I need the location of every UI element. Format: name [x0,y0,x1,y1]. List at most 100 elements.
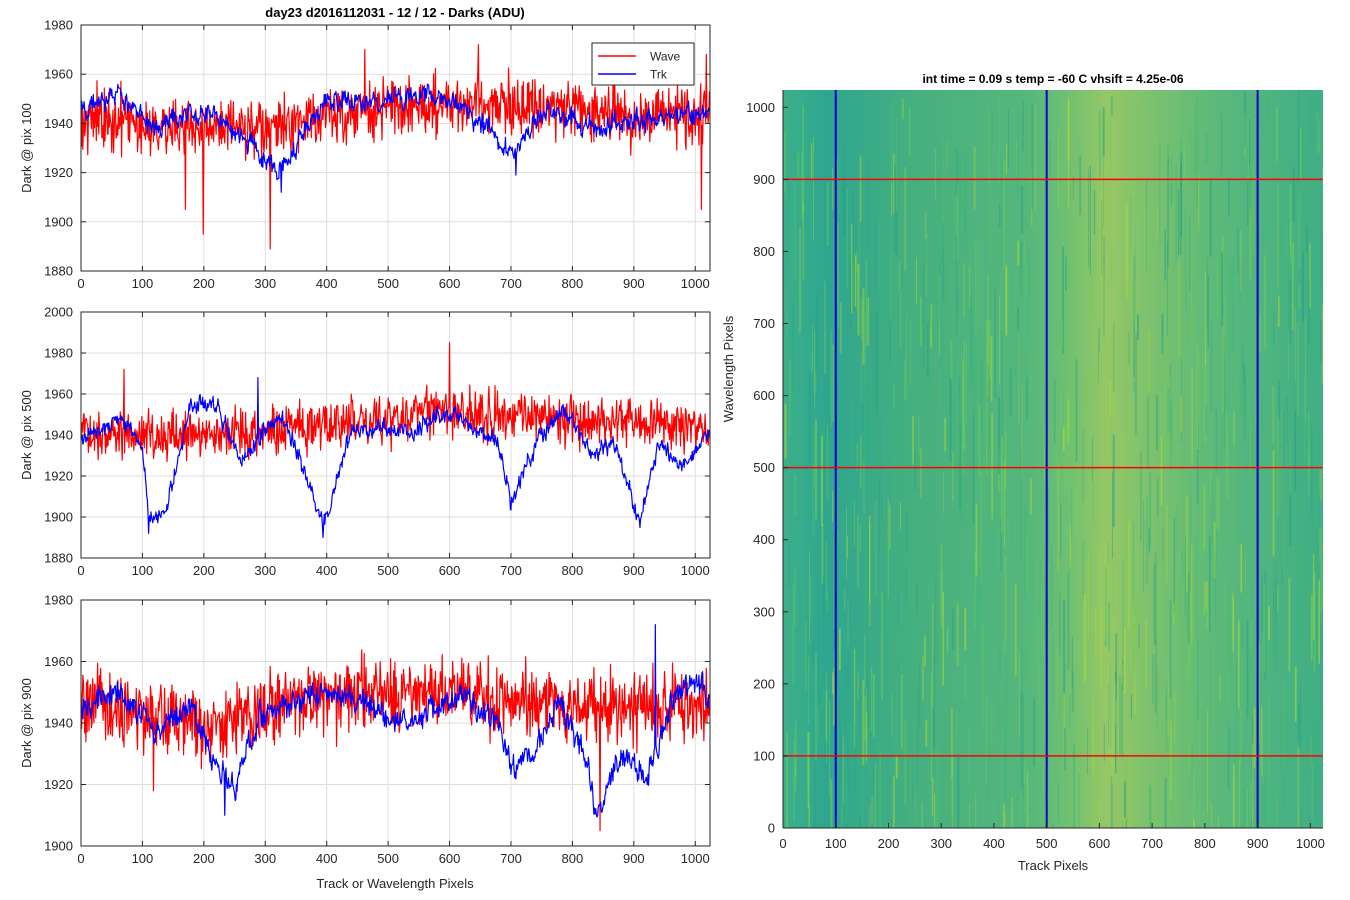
axes-dark-pix-100: 0 100 200 300 400 500 600 700 800 900 1000 1880 1900… [19,18,711,291]
heatmap-streak [1173,603,1176,625]
heatmap-streak [1133,618,1136,671]
heatmap-streak [893,382,895,409]
heatmap-streak [861,352,864,433]
heatmap-streak [856,444,858,471]
heatmap-streak [975,793,977,828]
y-tick-label: 1920 [44,165,73,180]
heatmap-streak [929,291,932,330]
heatmap-streak [1236,663,1238,724]
heatmap-streak [844,144,846,240]
heatmap-streak [896,398,898,497]
heatmap-streak [1169,600,1172,699]
heatmap-streak [1197,638,1199,721]
heatmap-streak [986,321,989,397]
heatmap-streak [810,143,813,180]
heatmap-streak [925,814,926,828]
heatmap-streak [1159,140,1161,245]
heatmap-streak [926,322,929,378]
heatmap-streak [1009,790,1011,814]
heatmap-streak [792,585,794,685]
heatmap-x-tick-label: 900 [1247,836,1269,851]
heatmap-streak [1061,318,1064,347]
heatmap-streak [987,274,989,366]
heatmap-streak [956,184,959,261]
heatmap-streak [1185,279,1187,311]
heatmap-streak [1007,515,1009,547]
heatmap-streak [1022,759,1024,785]
heatmap-streak [854,500,855,547]
heatmap-streak [1054,380,1056,445]
heatmap-streak [866,688,867,764]
heatmap-streak [1222,315,1224,412]
heatmap-streak [1281,194,1283,250]
heatmap-streak [808,657,810,726]
heatmap-streak [1063,388,1064,425]
heatmap-streak [859,156,862,223]
heatmap-streak [855,251,858,272]
heatmap-streak [802,202,804,280]
heatmap-streak [1213,641,1215,733]
heatmap-x-tick-label: 700 [1141,836,1163,851]
heatmap-streak [1209,535,1211,632]
heatmap-streak [1249,156,1251,220]
heatmap-streak [1304,374,1306,455]
heatmap-streak [980,469,982,580]
heatmap-streak [826,424,829,500]
heatmap-y-tick-label: 1000 [746,100,775,115]
heatmap-streak [795,721,797,777]
heatmap-streak [807,732,810,788]
heatmap-streak [1204,809,1206,828]
heatmap-streak [974,551,977,628]
heatmap-streak [990,336,993,402]
heatmap-streak [1062,163,1064,241]
heatmap-streak [1322,771,1323,828]
heatmap-streak [1135,551,1137,646]
heatmap-streak [1188,744,1191,772]
heatmap-streak [1014,343,1016,379]
heatmap-streak [1273,690,1276,727]
heatmap-streak [1026,771,1029,828]
heatmap-y-tick-label: 900 [753,172,775,187]
heatmap-streak [940,160,941,235]
heatmap-streak [1021,647,1023,701]
heatmap-streak [893,775,895,828]
series-line-trk [81,83,710,193]
heatmap-streak [1085,371,1087,426]
heatmap-streak [1215,556,1217,622]
heatmap-streak [814,371,817,394]
heatmap-streak [1316,112,1319,156]
heatmap-streak [964,663,967,700]
heatmap-x-tick-label: 100 [825,836,847,851]
heatmap-streak [1079,155,1082,215]
heatmap-streak [1108,683,1109,745]
shared-x-axis-label: Track or Wavelength Pixels [316,876,474,891]
heatmap-streak [1289,184,1292,263]
heatmap-streak [1051,544,1053,628]
x-tick-label: 400 [316,563,338,578]
heatmap-streak [1241,339,1244,420]
heatmap-streak [1306,437,1309,489]
heatmap-streak [951,755,954,815]
heatmap-streak [1054,716,1057,745]
heatmap-streak [916,583,918,614]
heatmap-streak [1184,536,1187,618]
heatmap-streak [1313,572,1316,671]
heatmap-streak [803,653,806,761]
legend-label-wave: Wave [650,50,681,64]
heatmap-streak [1295,308,1296,412]
heatmap-streak [994,289,996,398]
heatmap-streak [1298,193,1301,269]
heatmap-streak [1047,785,1049,828]
heatmap-streak [1017,107,1019,197]
heatmap-streak [1135,222,1136,317]
heatmap-streak [871,666,873,730]
heatmap-streak [786,309,788,337]
heatmap-streak [812,644,814,665]
heatmap-streak [1175,717,1177,813]
heatmap-streak [1057,465,1060,572]
heatmap-streak [1179,164,1182,256]
heatmap-streak [1190,126,1192,154]
heatmap-streak [912,416,915,465]
heatmap-streak [1098,328,1099,383]
heatmap-streak [1298,404,1301,501]
